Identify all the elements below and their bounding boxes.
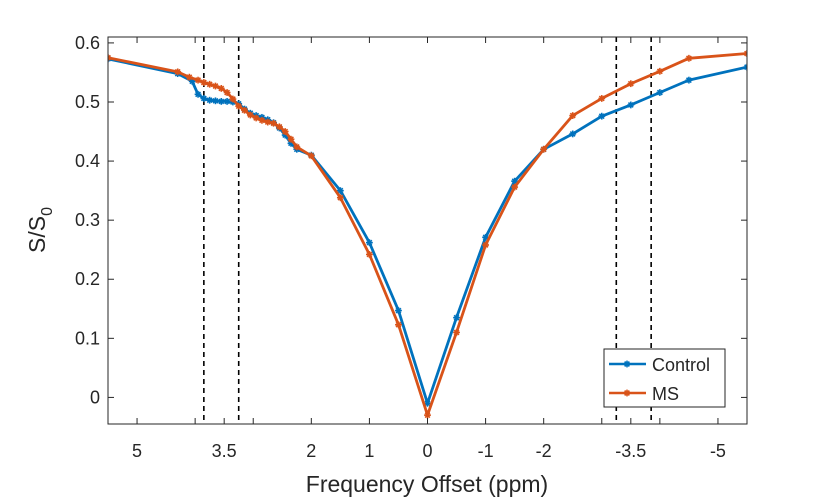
- legend-box: [603, 348, 726, 408]
- data-point-ms: [685, 54, 693, 62]
- y-tick-label: 0.5: [75, 92, 100, 112]
- x-tick-label: -3.5: [615, 441, 646, 461]
- data-point-ms: [453, 329, 460, 336]
- data-point-ms: [598, 95, 606, 102]
- series-ms: [108, 50, 747, 419]
- data-point-control: [627, 101, 635, 109]
- data-point-ms: [252, 114, 260, 122]
- legend-marker-ms: [623, 389, 631, 397]
- data-point-control: [206, 96, 214, 104]
- y-tick-label: 0: [90, 387, 100, 407]
- y-axis-label-main: S/S: [24, 216, 50, 253]
- x-axis-label: Frequency Offset (ppm): [306, 471, 548, 497]
- data-point-ms: [656, 67, 664, 75]
- data-point-ms: [366, 251, 373, 258]
- y-axis-label-subscript: 0: [39, 207, 56, 216]
- y-tick-label: 0.4: [75, 151, 100, 171]
- y-tick-label: 0.1: [75, 328, 100, 348]
- data-point-ms: [743, 50, 747, 57]
- data-point-ms: [336, 194, 344, 202]
- data-point-ms: [424, 411, 431, 419]
- data-point-ms: [200, 79, 208, 86]
- x-tick-label: -2: [536, 441, 552, 461]
- x-tick-label: -1: [478, 441, 494, 461]
- data-point-control: [395, 307, 402, 314]
- data-point-ms: [569, 112, 577, 119]
- data-point-ms: [275, 123, 283, 131]
- legend-marker-control: [623, 360, 631, 368]
- data-point-ms: [540, 145, 548, 153]
- data-point-control: [223, 98, 231, 105]
- legend-marker-star: [623, 360, 631, 368]
- x-tick-label: 5: [132, 441, 142, 461]
- data-point-ms: [229, 95, 237, 103]
- data-point-ms: [206, 80, 214, 88]
- data-point-ms: [174, 68, 182, 76]
- data-point-ms: [108, 54, 112, 62]
- data-point-control: [569, 130, 577, 138]
- y-tick-label: 0.3: [75, 210, 100, 230]
- data-point-control: [656, 89, 664, 96]
- data-point-ms: [270, 119, 277, 127]
- data-point-control: [743, 63, 747, 71]
- data-point-ms: [307, 152, 315, 160]
- data-point-control: [200, 95, 208, 102]
- data-point-ms: [223, 89, 231, 96]
- data-point-ms: [194, 76, 202, 84]
- data-point-ms: [287, 135, 295, 143]
- data-point-ms: [212, 82, 219, 90]
- x-tick-label: 3.5: [212, 441, 237, 461]
- data-point-ms: [293, 143, 301, 151]
- legend-label-control: Control: [652, 355, 710, 375]
- x-tick-label: 0: [422, 441, 432, 461]
- data-point-ms: [185, 73, 193, 81]
- data-point-ms: [281, 128, 289, 135]
- data-point-control: [685, 76, 693, 84]
- data-point-control: [453, 314, 460, 322]
- legend-marker-star: [623, 389, 631, 397]
- x-tick-label: 2: [306, 441, 316, 461]
- y-axis-label: S/S0: [24, 207, 56, 253]
- legend: Control MS: [603, 348, 726, 408]
- x-tick-label: -5: [710, 441, 726, 461]
- data-point-ms: [627, 80, 635, 88]
- data-point-control: [598, 112, 606, 120]
- data-point-ms: [246, 111, 254, 119]
- data-point-control: [424, 399, 431, 407]
- y-tick-label: 0.6: [75, 33, 100, 53]
- data-point-ms: [395, 321, 402, 329]
- data-point-ms: [241, 106, 248, 114]
- data-point-ms: [264, 118, 272, 126]
- legend-label-ms: MS: [652, 384, 679, 404]
- data-point-ms: [217, 85, 225, 92]
- x-tick-label: 1: [364, 441, 374, 461]
- y-tick-label: 0.2: [75, 269, 100, 289]
- data-point-ms: [511, 183, 519, 191]
- data-point-ms: [258, 116, 266, 124]
- data-point-control: [194, 90, 202, 98]
- data-point-ms: [482, 241, 489, 249]
- data-point-control: [336, 187, 344, 195]
- data-point-control: [217, 98, 225, 105]
- data-point-control: [366, 239, 373, 247]
- data-point-ms: [235, 102, 243, 110]
- data-point-control: [212, 97, 219, 105]
